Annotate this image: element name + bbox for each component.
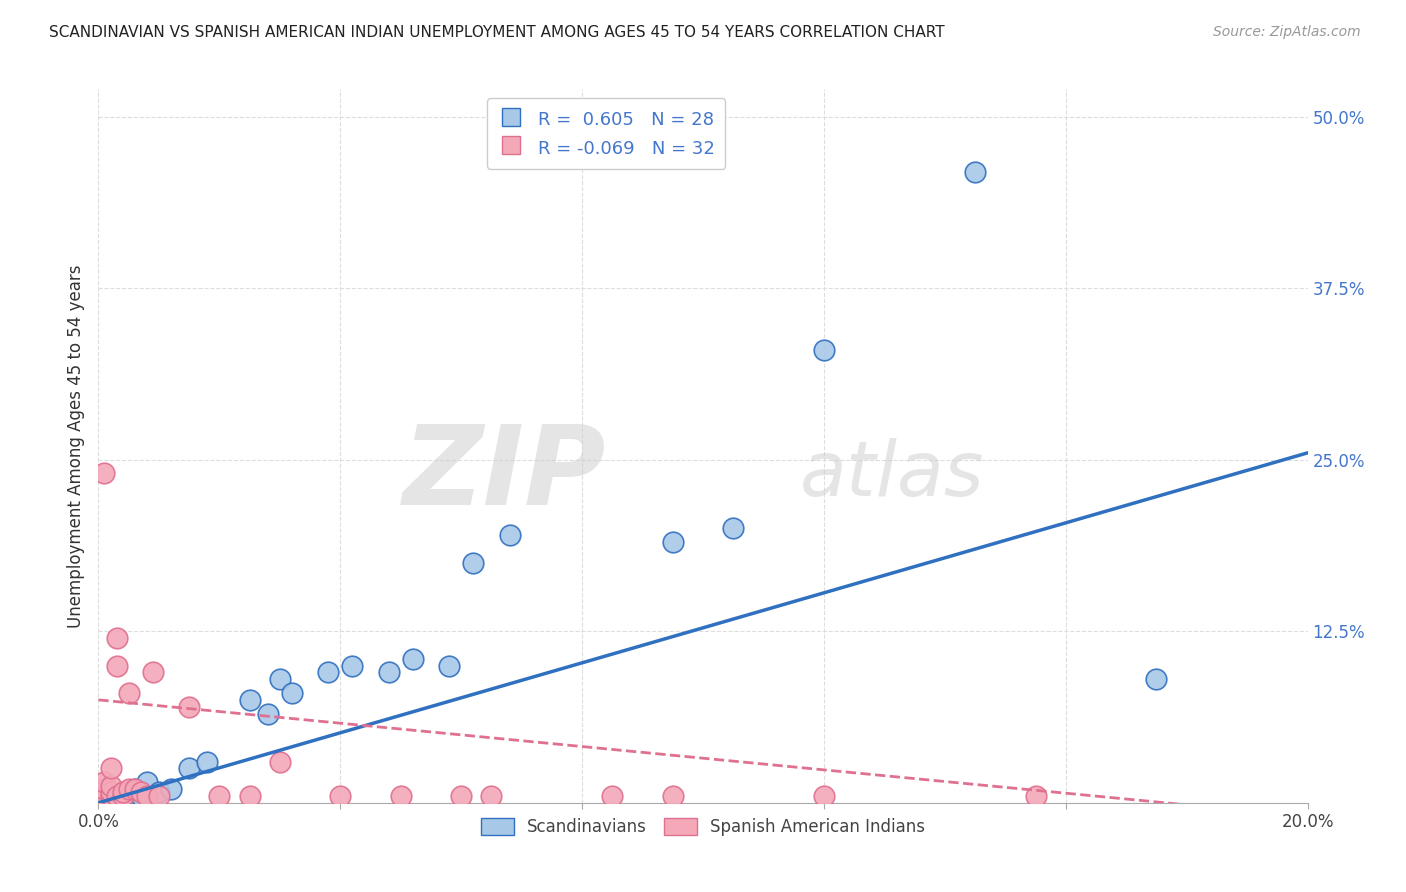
Point	[389, 789, 412, 803]
Point	[965, 164, 987, 178]
Point	[723, 521, 745, 535]
Point	[100, 785, 122, 799]
Point	[111, 789, 134, 803]
Point	[100, 789, 122, 803]
Point	[93, 789, 115, 803]
Point	[111, 789, 134, 803]
Point	[124, 782, 146, 797]
Point	[105, 789, 128, 803]
Point	[813, 343, 835, 357]
Point	[1144, 673, 1167, 687]
Point	[179, 699, 201, 714]
Point	[661, 789, 683, 803]
Point	[105, 658, 128, 673]
Point	[269, 673, 291, 687]
Point	[256, 706, 278, 721]
Point	[316, 665, 339, 680]
Point	[100, 789, 122, 803]
Point	[661, 535, 683, 549]
Point	[269, 755, 291, 769]
Point	[377, 665, 399, 680]
Point	[481, 789, 503, 803]
Point	[135, 775, 157, 789]
Point	[100, 780, 122, 794]
Point	[1024, 789, 1046, 803]
Point	[402, 651, 425, 665]
Point	[93, 775, 115, 789]
Point	[160, 782, 183, 797]
Point	[105, 789, 128, 803]
Point	[813, 789, 835, 803]
Point	[93, 782, 115, 797]
Point	[195, 755, 218, 769]
Point	[142, 665, 165, 680]
Point	[450, 789, 472, 803]
Legend: Scandinavians, Spanish American Indians: Scandinavians, Spanish American Indians	[472, 810, 934, 845]
Point	[118, 686, 141, 700]
Point	[100, 762, 122, 776]
Point	[105, 631, 128, 645]
Text: SCANDINAVIAN VS SPANISH AMERICAN INDIAN UNEMPLOYMENT AMONG AGES 45 TO 54 YEARS C: SCANDINAVIAN VS SPANISH AMERICAN INDIAN …	[49, 25, 945, 40]
Point	[148, 789, 170, 803]
Y-axis label: Unemployment Among Ages 45 to 54 years: Unemployment Among Ages 45 to 54 years	[66, 264, 84, 628]
Point	[208, 789, 231, 803]
Text: ZIP: ZIP	[402, 421, 606, 528]
Point	[281, 686, 304, 700]
Point	[124, 782, 146, 797]
Point	[111, 785, 134, 799]
Point	[93, 785, 115, 799]
Point	[498, 528, 520, 542]
Point	[437, 658, 460, 673]
Point	[239, 789, 262, 803]
Text: Source: ZipAtlas.com: Source: ZipAtlas.com	[1213, 25, 1361, 39]
Point	[129, 789, 152, 803]
Point	[93, 467, 115, 481]
Point	[463, 556, 485, 570]
Point	[179, 762, 201, 776]
Point	[602, 789, 624, 803]
Point	[135, 789, 157, 803]
Point	[329, 789, 352, 803]
Point	[239, 693, 262, 707]
Point	[118, 782, 141, 797]
Text: atlas: atlas	[800, 438, 984, 511]
Point	[148, 785, 170, 799]
Point	[129, 785, 152, 799]
Point	[342, 658, 364, 673]
Point	[118, 785, 141, 799]
